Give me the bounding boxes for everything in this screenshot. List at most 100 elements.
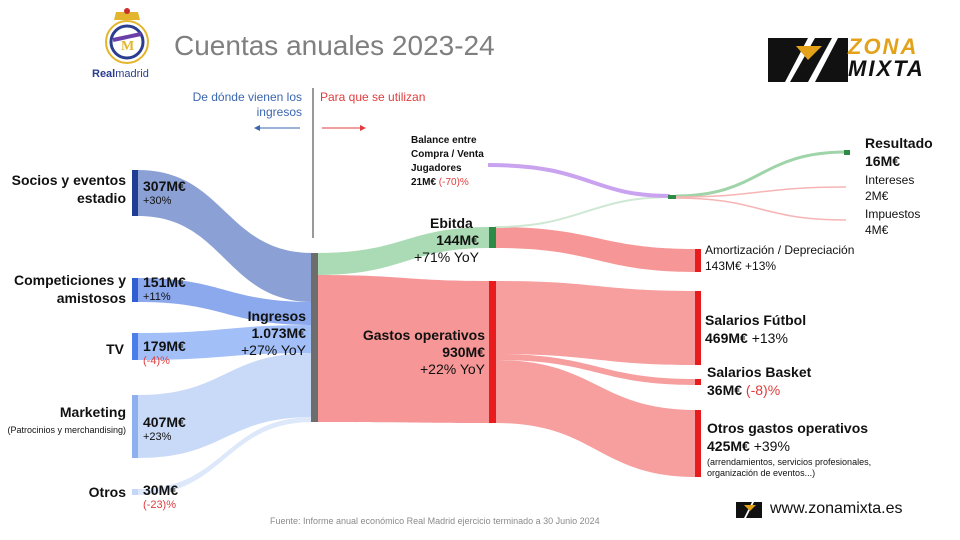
node-otros xyxy=(132,489,138,495)
source-marketing-label: Marketing (Patrocinios y merchandising) xyxy=(2,403,126,436)
page-title: Cuentas anuales 2023-24 xyxy=(174,30,495,61)
intereses-label: Intereses xyxy=(865,173,915,187)
node-salarios-basket xyxy=(695,379,701,385)
otros-gastos-values: 425M€ +39% xyxy=(707,437,887,455)
source-competiciones-label: Competiciones y amistosos xyxy=(13,272,126,306)
marketing-title: Marketing xyxy=(59,404,126,420)
node-resultado xyxy=(844,150,850,155)
real-madrid-wordmark: Realmadrid xyxy=(92,68,149,80)
balance-value: 21M€ xyxy=(411,177,437,188)
source-socios-label: Socios y eventos estadio xyxy=(11,172,126,206)
intereses-block: Intereses 2M€ xyxy=(865,172,914,204)
flow-ebitda-residual xyxy=(494,196,673,228)
node-amortizacion xyxy=(695,249,701,272)
zona-mixta-logo-icon xyxy=(768,38,848,82)
gastos-value: 930M€ xyxy=(442,344,485,360)
ebitda-value: 144M€ xyxy=(436,232,479,248)
tv-value: 179M€ xyxy=(143,338,186,354)
flow-otros xyxy=(138,417,313,495)
arrow-left-icon xyxy=(254,125,260,131)
salarios-futbol-label: Salarios Fútbol xyxy=(705,312,807,328)
amortizacion-change: +13% xyxy=(745,259,777,273)
source-competiciones-values: 151M€ +11% xyxy=(143,274,186,304)
impuestos-value: 4M€ xyxy=(865,223,889,237)
competiciones-change: +11% xyxy=(143,291,171,303)
node-salarios-futbol xyxy=(695,291,701,365)
marketing-sub: (Patrocinios y merchandising) xyxy=(7,425,126,435)
node-socios xyxy=(132,170,138,216)
real-madrid-crest-icon: M xyxy=(105,8,149,64)
node-balance xyxy=(668,195,676,199)
otros-change: (-23)% xyxy=(143,499,177,511)
tv-change: (-4)% xyxy=(143,355,170,367)
ebitda-label: Ebitda xyxy=(430,215,473,231)
amortizacion-value: 143M€ xyxy=(705,259,742,273)
flow-ebitda xyxy=(317,227,491,275)
socios-value: 307M€ xyxy=(143,178,186,194)
arrow-right-icon xyxy=(360,125,366,131)
mixta-word: MIXTA xyxy=(848,56,925,81)
flow-balance xyxy=(487,163,671,198)
flow-otros-gastos xyxy=(495,360,697,477)
amortizacion-block: Amortización / Depreciación 143M€ +13% xyxy=(705,242,854,274)
otros-gastos-value: 425M€ xyxy=(707,438,750,454)
amortizacion-values: 143M€ +13% xyxy=(705,258,854,274)
flow-amortizacion xyxy=(495,227,697,272)
rm-word-rest: madrid xyxy=(115,68,149,80)
ingresos-label-block: Ingresos 1.073M€ +27% YoY xyxy=(206,308,306,359)
flow-marketing xyxy=(138,353,313,458)
ebitda-label-block: Ebitda 144M€ +71% YoY xyxy=(380,215,479,266)
balance-change: (-70)% xyxy=(438,177,469,188)
competiciones-value: 151M€ xyxy=(143,274,186,290)
node-otros-gastos xyxy=(695,410,701,477)
otros-value: 30M€ xyxy=(143,482,179,498)
zona-mixta-small-icon xyxy=(736,502,762,518)
ingresos-value: 1.073M€ xyxy=(251,325,306,341)
website-link[interactable]: www.zonamixta.es xyxy=(770,500,903,517)
gastos-label-block: Gastos operativos 930M€ +22% YoY xyxy=(330,327,485,378)
direction-incoming: De dónde vienen los ingresos xyxy=(192,90,302,119)
otros-gastos-note: (arrendamientos, servicios profesionales… xyxy=(707,457,872,478)
gastos-label: Gastos operativos xyxy=(362,327,485,343)
zona-word: ZONA xyxy=(848,34,919,59)
otros-gastos-label: Otros gastos operativos xyxy=(707,420,869,436)
direction-outgoing: Para que se utilizan xyxy=(320,90,426,104)
ingresos-change: +27% YoY xyxy=(240,342,306,358)
rm-word-bold: Real xyxy=(92,68,116,80)
salarios-basket-label: Salarios Basket xyxy=(707,364,812,380)
node-ingresos xyxy=(311,253,318,422)
source-marketing-values: 407M€ +23% xyxy=(143,414,186,444)
node-marketing xyxy=(132,395,138,458)
balance-line1: Balance entre xyxy=(411,135,477,146)
flow-impuestos xyxy=(675,197,847,221)
marketing-change: +23% xyxy=(143,431,172,443)
source-tv-values: 179M€ (-4)% xyxy=(143,338,186,368)
flow-salarios-basket xyxy=(495,354,697,385)
ingresos-label: Ingresos xyxy=(247,308,306,324)
salarios-basket-change: (-8)% xyxy=(745,382,781,398)
salarios-futbol-values: 469M€ +13% xyxy=(705,329,806,347)
balance-values: 21M€ (-70)% xyxy=(411,176,484,190)
otros-gastos-change: +39% xyxy=(753,438,790,454)
gastos-change: +22% YoY xyxy=(419,361,485,377)
balance-line3: Jugadores xyxy=(411,163,462,174)
source-tv-label: TV xyxy=(106,341,124,357)
salarios-futbol-change: +13% xyxy=(751,330,788,346)
resultado-block: Resultado 16M€ xyxy=(865,134,933,170)
source-otros-values: 30M€ (-23)% xyxy=(143,482,178,512)
impuestos-label: Impuestos xyxy=(865,207,921,221)
node-ebitda xyxy=(489,227,496,248)
salarios-futbol-block: Salarios Fútbol 469M€ +13% xyxy=(705,311,806,347)
node-tv xyxy=(132,333,138,360)
salarios-futbol-value: 469M€ xyxy=(705,330,748,346)
flow-resultado xyxy=(675,150,847,198)
resultado-label: Resultado xyxy=(865,135,933,151)
flow-tv xyxy=(138,325,313,360)
otros-gastos-block: Otros gastos operativos 425M€ +39% (arre… xyxy=(707,419,887,479)
impuestos-block: Impuestos 4M€ xyxy=(865,206,920,238)
flow-intereses xyxy=(675,186,847,198)
salarios-basket-values: 36M€ (-8)% xyxy=(707,381,811,399)
socios-change: +30% xyxy=(143,195,172,207)
svg-text:M: M xyxy=(121,39,134,54)
